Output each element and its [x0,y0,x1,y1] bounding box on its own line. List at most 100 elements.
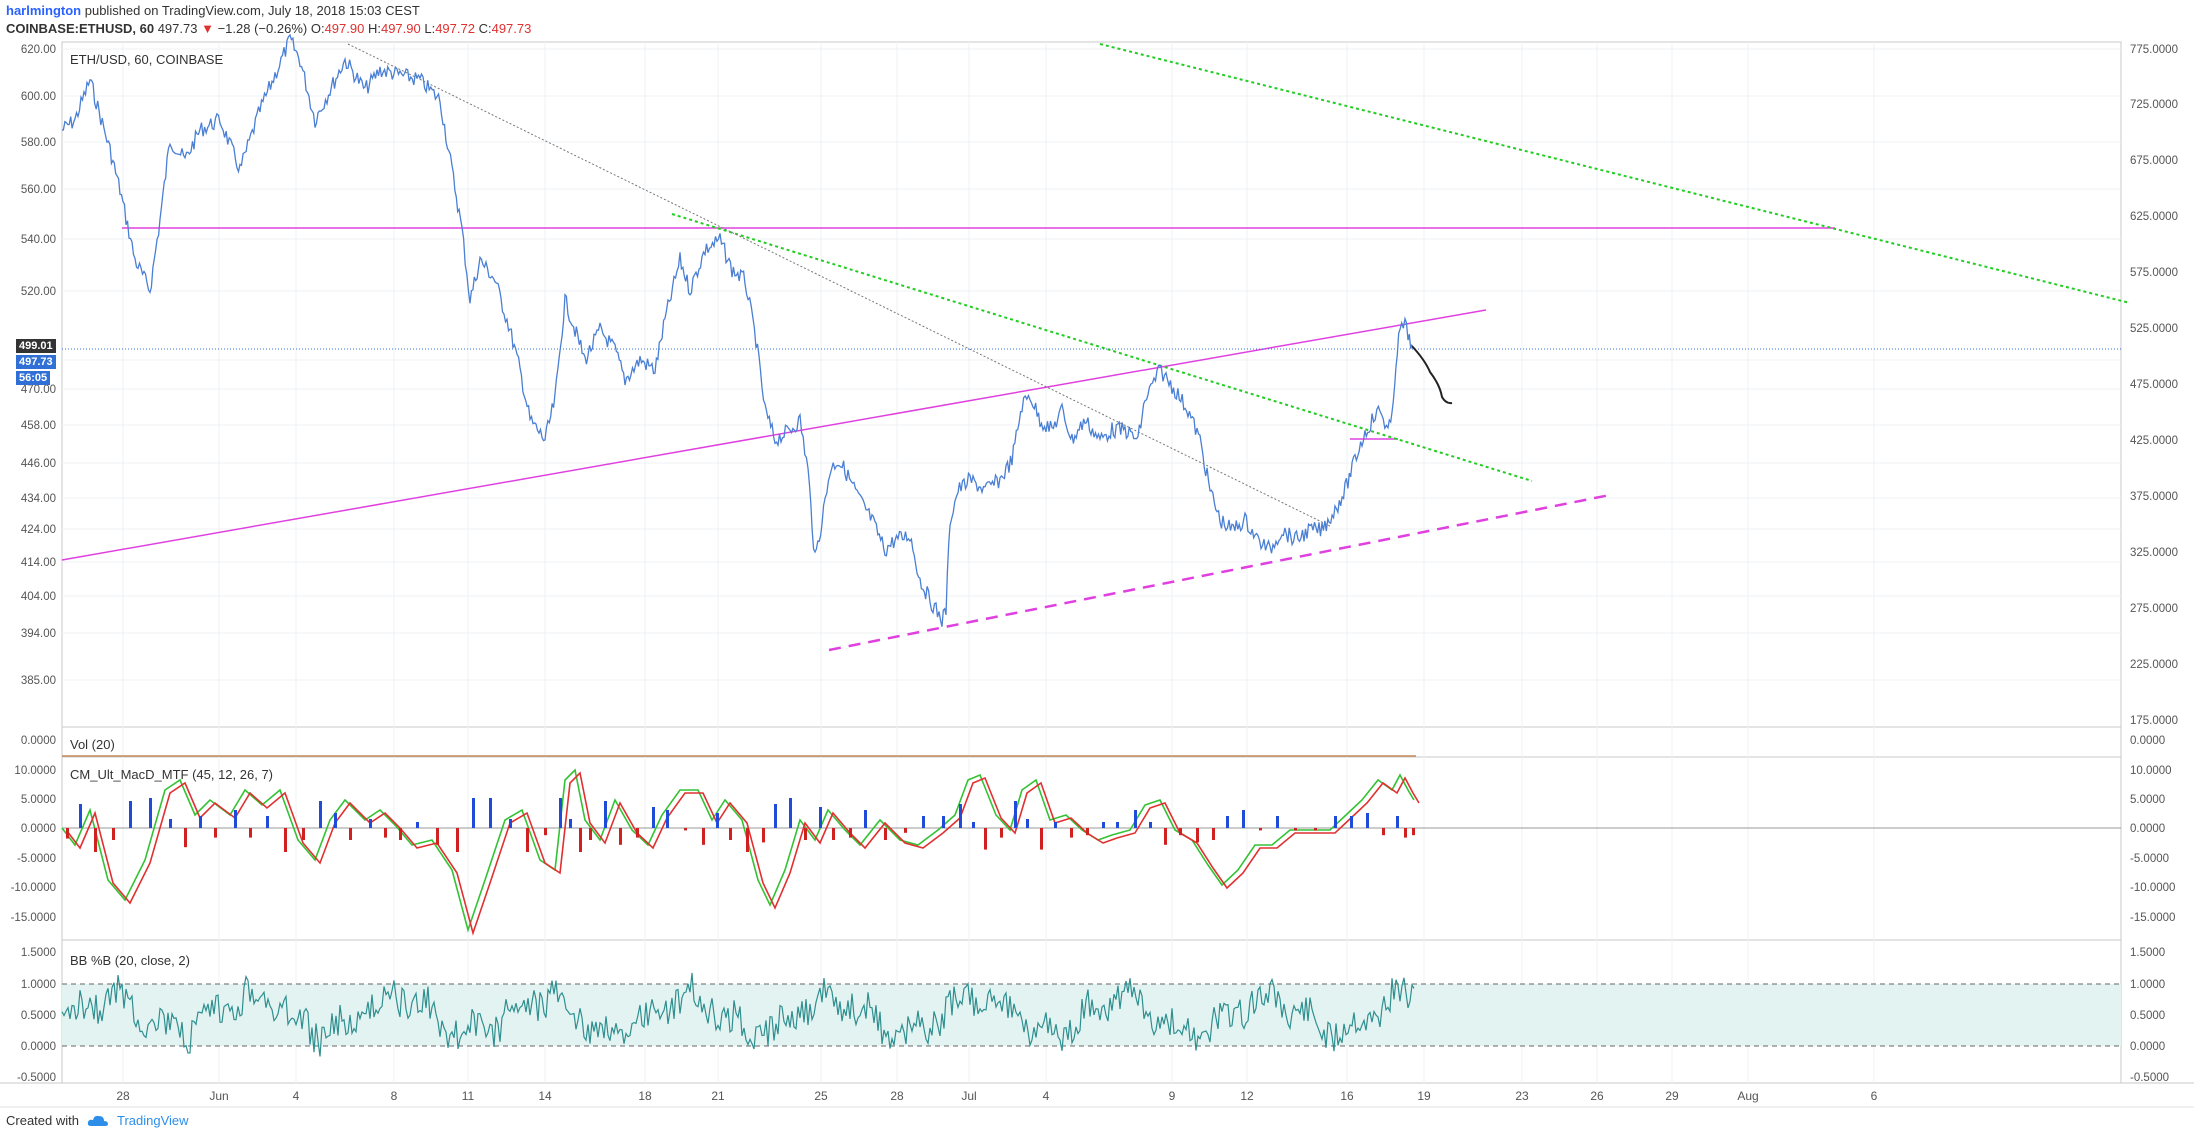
macd-hist-bar [472,798,475,828]
macd-right-tick: -10.0000 [2130,882,2175,894]
right-tick-label: 175.0000 [2130,715,2178,727]
bb-right-tick: 0.5000 [2130,1010,2165,1022]
macd-hist-bar [904,828,907,833]
macd-hist-bar [804,828,807,840]
x-tick-label: 23 [1515,1089,1529,1103]
macd-hist-bar [984,828,987,850]
bb-left-tick: 0.0000 [21,1041,56,1053]
footer: Created with TradingView [6,1113,189,1128]
x-tick-label: 4 [293,1089,300,1103]
x-tick-label: 21 [711,1089,725,1103]
left-tick-label: 560.00 [21,184,56,196]
macd-hist-bar [959,804,962,828]
bb-left-tick: -0.5000 [17,1072,56,1084]
macd-hist-bar [416,822,419,828]
macd-hist-bar [589,828,592,840]
drawings [61,43,2131,652]
macd-hist-bar [652,807,655,828]
open-value: 497.90 [324,21,365,36]
created-with-label: Created with [6,1113,79,1128]
bb-right-tick: 1.0000 [2130,979,2165,991]
macd-hist-bar [399,828,402,840]
left-tick-label: 520.00 [21,286,56,298]
bb-band-fill [62,984,2121,1046]
tradingview-brand-link[interactable]: TradingView [116,1113,189,1128]
macd-hist-bar [1102,822,1105,828]
macd-hist-bar [1014,801,1017,828]
price-line [61,33,1413,627]
axis-ticks: 28 Jun 4 8 11 14 18 21 25 28 Jul 4 9 12 16 19 23 26 29 Aug 6… [11,44,2178,1103]
macd-signal-line-green [61,768,1415,933]
macd-hist-bar [436,828,439,845]
macd-hist-bar [234,810,237,828]
macd-series [61,768,1420,936]
x-tick-label: 12 [1240,1089,1254,1103]
grid-lines [62,42,2121,1083]
macd-left-tick: 0.0000 [21,823,56,835]
right-tick-label: 325.0000 [2130,547,2178,559]
price-change: −1.28 (−0.26%) [217,21,308,36]
macd-hist-bar [922,816,925,828]
pane-frame-0 [61,41,2122,728]
macd-hist-bar [1116,822,1119,828]
macd-line-red [66,771,1420,936]
gray-dotted-trend [347,43,1331,527]
bb-left-tick: 1.5000 [21,947,56,959]
macd-hist-bar [369,819,372,828]
macd-right-tick: 5.0000 [2130,794,2165,806]
right-tick-label: 225.0000 [2130,659,2178,671]
macd-hist-bar [1134,810,1137,828]
left-tick-label: 385.00 [21,675,56,687]
macd-hist-bar [1314,828,1317,831]
x-tick-label: 26 [1590,1089,1604,1103]
macd-hist-bar [1196,828,1199,843]
close-value: 497.73 [491,21,532,36]
high-value: 497.90 [380,21,421,36]
macd-hist-bar [456,828,459,852]
macd-left-tick: -5.0000 [17,853,56,865]
macd-hist-bar [789,798,792,828]
triangle-down-icon: ▼ [201,21,214,36]
green-dotted-trend-upper [1099,43,2131,304]
macd-hist-bar [302,828,305,840]
x-tick-label: 16 [1340,1089,1354,1103]
left-tick-label: 540.00 [21,234,56,246]
macd-hist-bar [1179,828,1182,836]
macd-hist-bar [819,807,822,828]
macd-hist-bar [79,804,82,828]
x-tick-label: 4 [1043,1089,1050,1103]
macd-hist-bar [1259,828,1262,831]
vol-left-tick: 0.0000 [21,735,56,747]
macd-hist-bar [199,816,202,828]
macd-hist-bar [149,798,152,828]
macd-hist-bar [1412,828,1415,836]
macd-hist-bar [544,828,547,836]
macd-pane-title: CM_Ult_MacD_MTF (45, 12, 26, 7) [70,767,274,782]
macd-hist-bar [702,828,705,845]
x-tick-label: Aug [1737,1089,1758,1103]
macd-hist-bar [684,828,687,831]
left-tick-label: 434.00 [21,493,56,505]
right-tick-label: 575.0000 [2130,267,2178,279]
x-tick-label: 9 [1169,1089,1176,1103]
pane-frame-1 [61,726,2122,758]
macd-hist-bar [716,813,719,828]
macd-hist-bar [1149,822,1152,828]
author-link[interactable]: harlmington [6,3,82,18]
x-tick-label: 6 [1871,1089,1878,1103]
left-tick-label: 424.00 [21,524,56,536]
macd-hist-bar [1366,813,1369,828]
macd-hist-bar [1040,828,1043,850]
right-tick-label: 625.0000 [2130,211,2178,223]
macd-left-tick: -15.0000 [11,912,56,924]
x-tick-label: Jul [961,1089,976,1103]
macd-hist-bar [849,828,852,838]
macd-hist-bar [579,828,582,852]
macd-hist-bar [384,828,387,838]
macd-hist-bar [832,828,835,840]
x-tick-label: Jun [209,1089,228,1103]
macd-hist-bar [266,816,269,828]
macd-hist-bar [774,804,777,828]
publish-text: published on TradingView.com, July 18, 2… [84,3,420,18]
